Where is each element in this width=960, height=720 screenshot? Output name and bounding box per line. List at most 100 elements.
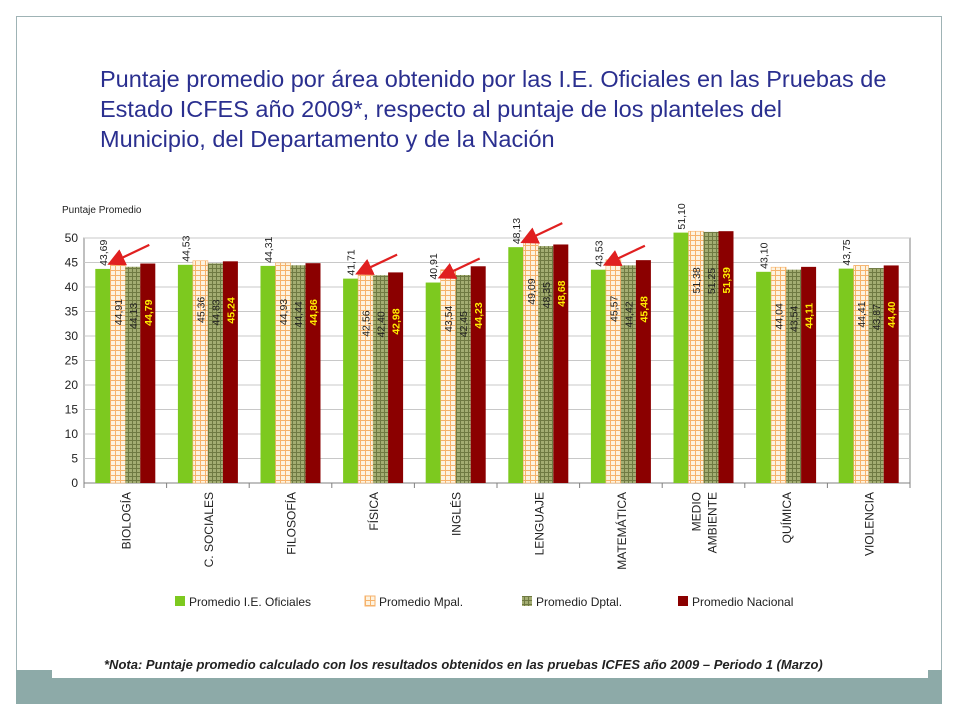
data-label-ie-oficiales: 41,71	[346, 249, 358, 275]
data-label-nacional: 44,23	[473, 302, 485, 328]
y-tick-label: 50	[65, 231, 79, 245]
annotation-arrow	[520, 222, 563, 244]
data-label-mpal: 42,56	[361, 310, 373, 336]
data-label-dptal: 44,13	[128, 303, 140, 329]
data-label-mpal: 51,38	[691, 267, 703, 293]
data-label-mpal: 44,93	[278, 299, 290, 325]
legend-label: Promedio I.E. Oficiales	[189, 595, 311, 609]
data-label-mpal: 43,54	[443, 305, 455, 331]
bar-mpal	[357, 274, 374, 484]
slide-title: Puntaje promedio por área obtenido por l…	[100, 66, 887, 152]
legend-swatch	[175, 596, 185, 606]
bar-nacional	[801, 266, 817, 483]
y-tick-label: 5	[71, 452, 78, 466]
bar-ie-oficiales	[838, 268, 854, 483]
data-label-nacional: 45,24	[225, 297, 237, 323]
data-label-nacional: 48,68	[556, 280, 568, 306]
bar-dptal	[786, 269, 802, 483]
data-label-nacional: 42,98	[391, 308, 403, 334]
bar-mpal	[770, 266, 787, 484]
bar-nacional	[305, 263, 321, 483]
x-tick-label: FÍSICA	[366, 492, 381, 531]
bar-ie-oficiales	[177, 264, 193, 483]
data-label-dptal: 44,44	[293, 301, 305, 327]
data-label-nacional: 44,40	[886, 301, 898, 327]
x-tick-label: C. SOCIALES	[202, 492, 216, 567]
annotation-arrow	[437, 257, 481, 279]
bar-mpal	[192, 260, 209, 484]
bar-nacional	[718, 231, 734, 483]
footer-divider	[52, 670, 928, 678]
bar-ie-oficiales	[343, 278, 359, 483]
bar-nacional	[883, 265, 899, 483]
data-label-dptal: 44,83	[210, 299, 222, 325]
data-label-mpal: 44,41	[856, 301, 868, 327]
data-label-dptal: 43,54	[789, 305, 801, 331]
bar-dptal	[868, 268, 884, 483]
y-tick-label: 20	[65, 378, 79, 392]
data-label-ie-oficiales: 43,69	[98, 239, 110, 265]
data-label-nacional: 44,79	[143, 299, 155, 325]
bar-nacional	[140, 263, 156, 483]
annotation-arrow	[355, 253, 398, 275]
bar-mpal	[110, 262, 126, 484]
x-tick-label: MEDIO	[690, 492, 704, 531]
data-label-dptal: 42,45	[458, 311, 470, 337]
legend-swatch	[364, 595, 376, 607]
data-label-nacional: 51,39	[721, 267, 733, 293]
y-tick-label: 0	[71, 476, 78, 490]
bar-mpal	[275, 262, 291, 484]
bar-nacional	[553, 244, 569, 483]
footnote: *Nota: Puntaje promedio calculado con lo…	[104, 657, 823, 672]
y-tick-label: 15	[65, 403, 79, 417]
legend-label: Promedio Nacional	[692, 595, 793, 609]
data-label-dptal: 43,87	[871, 304, 883, 330]
data-label-dptal: 44,42	[623, 301, 635, 327]
bar-nacional	[470, 266, 486, 483]
bar-dptal	[538, 246, 554, 483]
bar-mpal	[605, 259, 622, 484]
data-label-nacional: 45,48	[638, 296, 650, 322]
x-tick-label: VIOLENCIA	[863, 492, 877, 556]
x-tick-label: AMBIENTE	[706, 492, 720, 553]
data-label-dptal: 48,35	[541, 282, 553, 308]
y-tick-label: 30	[65, 329, 79, 343]
bar-mpal	[440, 269, 457, 484]
bar-dptal	[207, 263, 223, 483]
data-label-ie-oficiales: 43,10	[759, 242, 771, 268]
annotation-arrow	[602, 244, 646, 267]
data-label-dptal: 51,25	[706, 268, 718, 294]
data-label-mpal: 49,09	[526, 278, 538, 304]
y-tick-label: 25	[65, 354, 79, 368]
bar-ie-oficiales	[95, 268, 111, 483]
bar-mpal	[853, 265, 870, 484]
x-tick-label: LENGUAJE	[532, 492, 546, 555]
data-label-mpal: 45,36	[195, 297, 207, 323]
legend-swatch	[522, 596, 532, 606]
bar-ie-oficiales	[508, 247, 524, 483]
data-label-dptal: 42,40	[376, 311, 388, 337]
data-label-ie-oficiales: 48,13	[511, 218, 523, 244]
data-label-nacional: 44,11	[804, 303, 816, 329]
data-label-nacional: 44,86	[308, 299, 320, 325]
x-tick-label: BIOLOGÍA	[118, 492, 133, 549]
data-label-mpal: 45,57	[608, 296, 620, 322]
bar-ie-oficiales	[756, 271, 772, 483]
annotation-arrow	[107, 243, 150, 266]
y-tick-label: 10	[65, 427, 79, 441]
bar-dptal	[455, 274, 471, 483]
bar-dptal	[703, 231, 719, 483]
legend-label: Promedio Mpal.	[379, 595, 463, 609]
bar-dptal	[125, 266, 141, 483]
bar-ie-oficiales	[425, 282, 441, 483]
y-tick-label: 40	[65, 280, 79, 294]
bar-dptal	[620, 265, 636, 483]
x-tick-label: MATEMÁTICA	[614, 492, 629, 570]
y-axis-label: Puntaje Promedio	[62, 205, 142, 216]
legend-label: Promedio Dptal.	[536, 595, 622, 609]
chart-area	[55, 194, 917, 626]
x-tick-label: QUÍMICA	[779, 492, 794, 543]
data-label-ie-oficiales: 43,53	[593, 240, 605, 266]
data-label-mpal: 44,91	[113, 299, 125, 325]
